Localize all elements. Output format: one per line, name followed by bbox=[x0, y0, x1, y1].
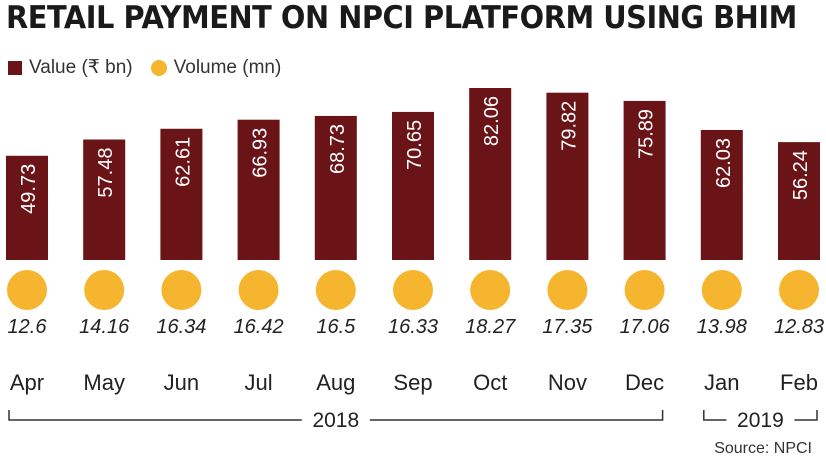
volume-dot bbox=[161, 270, 202, 310]
year-bracket bbox=[8, 410, 664, 421]
category-label: Jan bbox=[704, 370, 739, 395]
value-bar bbox=[83, 139, 126, 260]
value-bar bbox=[546, 92, 589, 260]
value-label: 79.82 bbox=[558, 101, 580, 151]
category-label: Aug bbox=[316, 370, 355, 395]
value-bar bbox=[700, 129, 743, 260]
category-label: Nov bbox=[548, 370, 587, 395]
value-label: 56.24 bbox=[790, 150, 812, 200]
category-label: Feb bbox=[780, 370, 818, 395]
volume-dot bbox=[470, 270, 511, 310]
volume-label: 17.35 bbox=[542, 316, 593, 338]
volume-dot bbox=[315, 270, 356, 310]
volume-dot bbox=[701, 270, 742, 310]
category-label: Sep bbox=[393, 370, 432, 395]
volume-label: 13.98 bbox=[697, 316, 747, 338]
category-label: Jun bbox=[164, 370, 199, 395]
value-label: 62.03 bbox=[713, 138, 735, 188]
value-bar bbox=[160, 128, 203, 260]
volume-label: 16.42 bbox=[234, 316, 284, 338]
volume-dot bbox=[624, 270, 665, 310]
value-label: 62.61 bbox=[172, 137, 194, 187]
value-bar bbox=[237, 119, 280, 260]
volume-dot bbox=[84, 270, 125, 310]
volume-dot bbox=[238, 270, 279, 310]
source-note: Source: NPCI bbox=[714, 440, 812, 457]
value-legend-label: Value (₹ bn) bbox=[29, 57, 133, 78]
value-bar bbox=[6, 155, 48, 260]
volume-dot bbox=[547, 270, 588, 310]
value-label: 57.48 bbox=[95, 148, 117, 198]
year-label: 2018 bbox=[312, 409, 359, 432]
category-label: Apr bbox=[10, 370, 44, 395]
value-bar bbox=[469, 88, 512, 260]
value-bar bbox=[623, 100, 666, 260]
value-label: 75.89 bbox=[636, 109, 658, 159]
value-label: 49.73 bbox=[18, 164, 40, 214]
category-label: Jul bbox=[245, 370, 273, 395]
value-label: 66.93 bbox=[250, 128, 272, 178]
volume-label: 16.34 bbox=[156, 316, 206, 338]
volume-dot bbox=[393, 270, 433, 310]
year-label: 2019 bbox=[737, 409, 784, 432]
value-bar bbox=[392, 111, 434, 260]
value-label: 68.73 bbox=[327, 124, 349, 174]
volume-label: 16.33 bbox=[388, 316, 438, 338]
volume-label: 12.6 bbox=[8, 316, 48, 338]
volume-label: 16.5 bbox=[316, 316, 356, 338]
volume-legend-label: Volume (mn) bbox=[173, 56, 282, 78]
value-label: 82.06 bbox=[481, 96, 503, 146]
chart-title: RETAIL PAYMENT ON NPCI PLATFORM USING BH… bbox=[6, 0, 797, 36]
value-label: 70.65 bbox=[404, 120, 426, 170]
category-label: Oct bbox=[473, 370, 507, 395]
volume-legend-swatch bbox=[150, 59, 167, 76]
category-label: Dec bbox=[625, 370, 664, 395]
volume-label: 12.83 bbox=[774, 316, 824, 338]
category-label: May bbox=[83, 370, 125, 395]
volume-label: 18.27 bbox=[465, 316, 516, 338]
value-legend-swatch bbox=[8, 60, 22, 75]
value-bar bbox=[314, 115, 357, 261]
volume-dot bbox=[779, 270, 819, 310]
value-bar bbox=[778, 142, 820, 260]
year-bracket bbox=[703, 410, 818, 421]
volume-label: 14.16 bbox=[79, 316, 130, 338]
volume-label: 17.06 bbox=[620, 316, 671, 338]
volume-dot bbox=[7, 270, 47, 310]
legend: Value (₹ bn) Volume (mn) bbox=[8, 56, 281, 79]
